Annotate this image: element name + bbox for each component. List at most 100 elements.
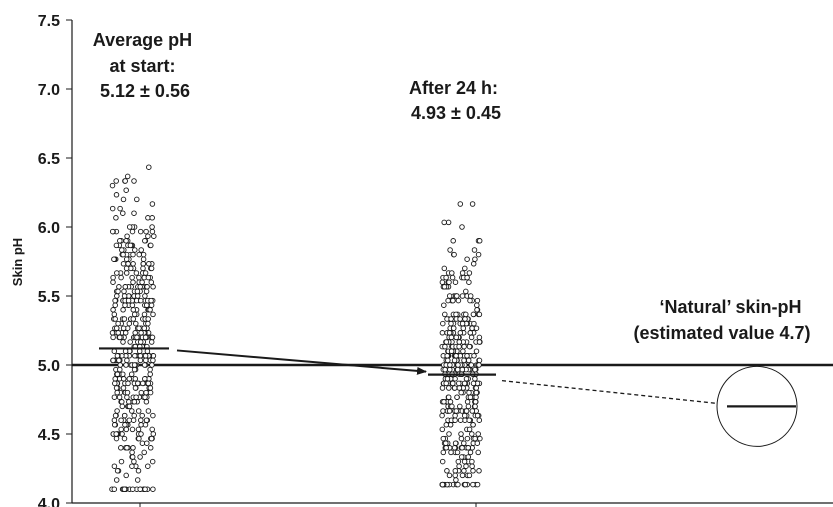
data-point-start (113, 385, 120, 391)
annotation-start: Average pH at start: 5.12 ± 0.56 (93, 30, 197, 101)
data-point-start (114, 468, 121, 474)
data-point-after-24h (439, 279, 446, 285)
data-point-start (135, 380, 141, 387)
data-point-after-24h (472, 376, 478, 382)
annotation-natural-line-2: (estimated value 4.7) (633, 323, 810, 343)
data-point-after-24h (465, 403, 472, 410)
data-point-start (110, 307, 116, 313)
data-point-after-24h (459, 224, 465, 230)
data-point-after-24h (455, 458, 462, 465)
data-point-after-24h (457, 330, 464, 336)
data-point-start (147, 307, 153, 313)
data-point-start (149, 201, 156, 207)
data-point-start (129, 486, 136, 492)
data-point-start (145, 316, 151, 322)
points-start-group (109, 164, 157, 492)
data-point-start (149, 426, 155, 433)
data-point-start (122, 284, 129, 290)
data-point-start (112, 316, 118, 322)
data-point-start (145, 233, 151, 239)
data-point-start (142, 376, 148, 382)
data-point-start (114, 408, 120, 414)
data-point-after-24h (456, 385, 463, 391)
data-point-start (150, 357, 156, 364)
data-point-start (142, 394, 148, 400)
data-point-start (110, 274, 116, 281)
y-tick-label: 6.0 (38, 220, 60, 237)
data-point-after-24h (472, 256, 478, 262)
data-point-start (122, 348, 129, 354)
data-point-start (121, 316, 128, 322)
data-point-after-24h (443, 380, 449, 387)
data-point-start (150, 311, 156, 318)
data-point-after-24h (462, 481, 469, 488)
data-point-after-24h (452, 440, 459, 446)
data-point-start (136, 251, 142, 258)
data-point-after-24h (459, 445, 465, 451)
data-point-start (119, 403, 126, 410)
data-point-after-24h (442, 366, 448, 373)
y-ticks: 4.0 4.5 5.0 5.5 6.0 6.5 7.0 7.5 (38, 13, 72, 507)
data-point-after-24h (474, 297, 481, 304)
data-point-after-24h (457, 201, 464, 207)
data-point-start (125, 261, 131, 267)
data-point-start (129, 302, 136, 308)
data-point-after-24h (441, 265, 448, 272)
annotation-natural: ‘Natural’ skin-pH (estimated value 4.7) (633, 297, 810, 343)
data-point-after-24h (459, 472, 466, 479)
data-point-start (115, 330, 121, 336)
data-point-after-24h (461, 412, 468, 419)
data-point-start (129, 454, 136, 460)
data-point-after-24h (463, 463, 469, 469)
data-point-start (113, 178, 119, 184)
data-point-start (122, 422, 128, 428)
data-point-after-24h (463, 376, 470, 382)
data-point-start (109, 182, 116, 189)
data-point-start (130, 445, 136, 451)
data-point-after-24h (441, 284, 448, 290)
data-point-after-24h (456, 463, 462, 469)
data-point-start (143, 399, 150, 405)
data-point-start (118, 417, 124, 423)
data-point-after-24h (473, 385, 480, 391)
data-point-start (142, 238, 148, 244)
data-point-start (138, 417, 144, 423)
data-point-start (134, 477, 141, 483)
data-point-start (142, 353, 149, 359)
data-point-after-24h (449, 270, 455, 276)
data-point-start (112, 412, 119, 419)
data-point-after-24h (469, 201, 476, 207)
data-point-start (111, 311, 118, 318)
data-point-after-24h (475, 449, 481, 456)
data-point-after-24h (472, 403, 478, 410)
data-point-after-24h (475, 431, 481, 437)
data-point-start (121, 486, 128, 492)
data-point-start (131, 399, 138, 405)
data-point-after-24h (461, 343, 467, 350)
data-point-after-24h (469, 431, 475, 437)
data-point-after-24h (467, 449, 474, 456)
data-point-after-24h (448, 449, 454, 456)
data-point-after-24h (455, 481, 461, 488)
data-point-start (111, 463, 118, 469)
data-point-after-24h (470, 380, 477, 387)
data-point-start (144, 440, 150, 446)
data-point-after-24h (468, 362, 475, 368)
data-point-start (112, 302, 118, 308)
data-point-after-24h (465, 357, 472, 364)
data-point-after-24h (474, 440, 481, 446)
data-point-after-24h (459, 320, 466, 327)
data-point-start (114, 270, 120, 276)
data-point-start (130, 307, 137, 313)
data-point-after-24h (476, 357, 483, 364)
data-point-start (119, 399, 125, 405)
data-point-after-24h (453, 408, 460, 414)
data-point-after-24h (440, 408, 446, 414)
data-point-after-24h (471, 353, 477, 359)
data-point-after-24h (453, 353, 459, 359)
data-point-after-24h (439, 481, 446, 488)
data-point-after-24h (439, 330, 446, 336)
data-point-start (123, 472, 129, 479)
data-point-after-24h (470, 311, 477, 318)
